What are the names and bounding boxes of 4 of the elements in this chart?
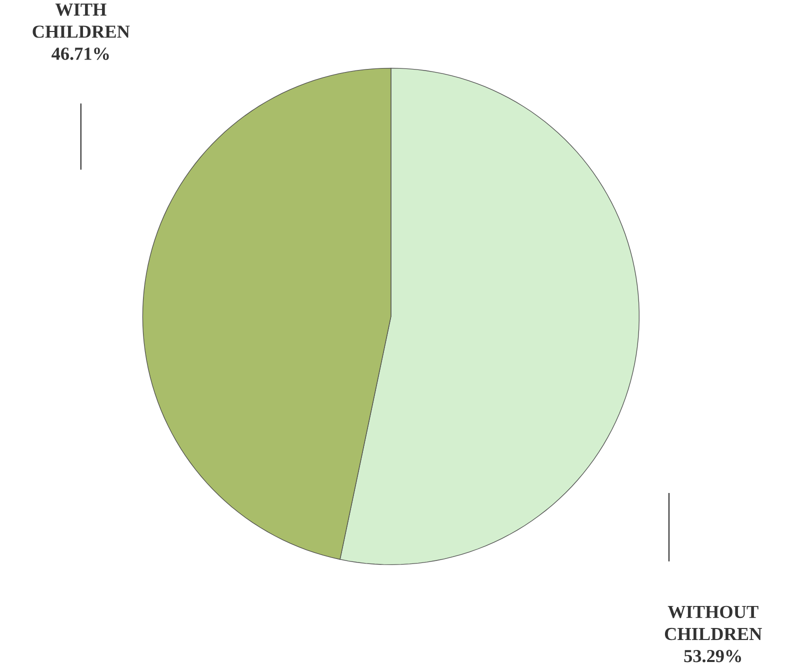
slice-label: WITH CHILDREN: [32, 4, 130, 38]
data-label: 46.71%: [52, 48, 109, 60]
slice-label: WITHOUT CHILDREN: [664, 606, 762, 640]
data-label: 53.29%: [684, 650, 741, 662]
